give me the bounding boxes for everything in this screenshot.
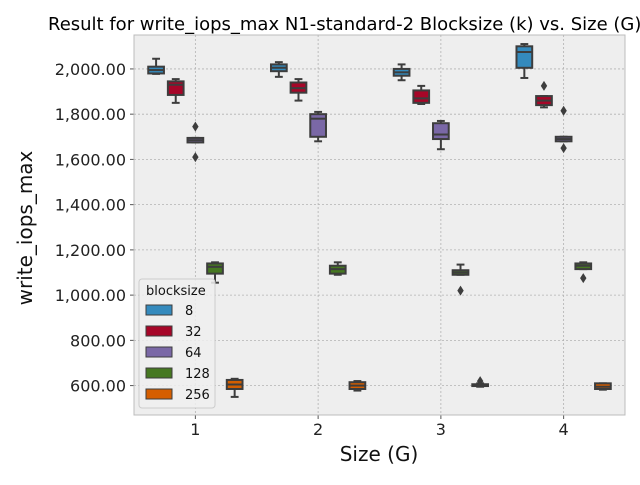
y-axis-label: write_iops_max <box>13 150 37 305</box>
box-series-256 <box>594 382 612 391</box>
box-series-128 <box>451 263 470 296</box>
y-tick-label: 800.00 <box>70 331 126 350</box>
legend-label-256: 256 <box>185 388 210 403</box>
box-series-64 <box>432 119 450 151</box>
outlier-point <box>580 273 587 284</box>
box-iqr <box>166 80 185 96</box>
box-series-32 <box>166 78 185 104</box>
legend-title: blocksize <box>146 284 206 299</box>
box-series-8 <box>392 63 411 82</box>
box-series-64 <box>186 121 205 163</box>
y-tick-label: 1,600.00 <box>55 150 126 169</box>
legend-swatch-64 <box>145 346 173 358</box>
box-series-128 <box>574 261 593 284</box>
x-tick-label: 2 <box>313 420 323 439</box>
box-series-256 <box>225 377 244 398</box>
axes: 600.00 800.00 1,000.00 1,200.00 1,400.00 1,60… <box>55 35 625 439</box>
x-tick-label: 3 <box>436 420 446 439</box>
box-iqr <box>432 122 450 141</box>
y-tick-label: 1,400.00 <box>55 196 126 215</box>
x-tick-label: 1 <box>190 420 200 439</box>
box-iqr <box>412 89 431 104</box>
box-series-32 <box>535 80 553 109</box>
box-marks <box>147 43 612 398</box>
outlier-point <box>192 121 199 132</box>
box-series-256 <box>471 376 490 388</box>
gridlines <box>134 35 625 415</box>
box-series-32 <box>289 78 308 102</box>
box-series-8 <box>515 43 534 79</box>
legend: blocksize 8 32 64 128 256 <box>138 278 216 409</box>
legend-swatch-8 <box>145 304 173 316</box>
outlier-point <box>476 376 484 387</box>
outlier-point <box>540 80 548 91</box>
x-tick-label: 4 <box>559 420 569 439</box>
box-series-64 <box>309 110 327 143</box>
box-series-64 <box>554 105 573 154</box>
legend-label-64: 64 <box>185 346 202 361</box>
box-series-32 <box>412 84 431 105</box>
legend-swatch-256 <box>145 388 173 400</box>
y-tick-label: 1,800.00 <box>55 105 126 124</box>
y-tick-label: 1,200.00 <box>55 241 126 260</box>
legend-label-128: 128 <box>185 367 210 382</box>
legend-label-8: 8 <box>185 304 193 319</box>
y-tick-label: 2,000.00 <box>55 60 126 79</box>
outlier-point <box>560 143 567 154</box>
box-series-8 <box>269 61 288 78</box>
y-tick-label: 600.00 <box>70 377 126 396</box>
box-iqr <box>206 262 224 275</box>
outlier-point <box>192 152 199 163</box>
box-series-128 <box>328 261 347 276</box>
outlier-point <box>560 105 567 116</box>
box-iqr <box>515 45 534 69</box>
legend-label-32: 32 <box>185 325 202 340</box>
outlier-point <box>457 285 464 296</box>
legend-swatch-128 <box>145 367 173 379</box>
box-series-256 <box>348 380 367 392</box>
y-tick-label: 1,000.00 <box>55 286 126 305</box>
legend-swatch-32 <box>145 325 173 337</box>
chart-title: Result for write_iops_max N1-standard-2 … <box>48 14 640 35</box>
box-iqr <box>309 113 327 138</box>
box-series-8 <box>147 57 165 75</box>
x-axis-label: Size (G) <box>340 442 419 466</box>
